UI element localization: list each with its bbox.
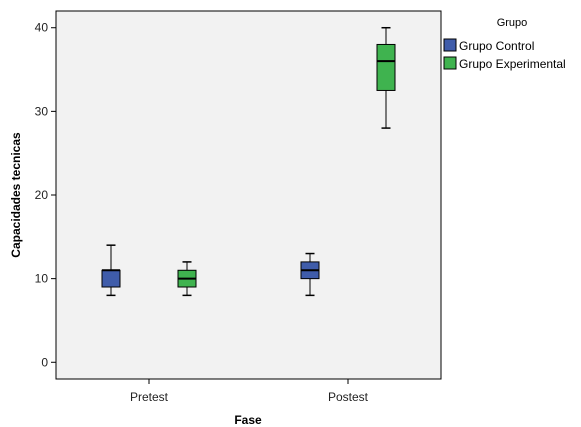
y-axis: 0 10 20 30 40 — [35, 21, 56, 369]
legend-title: Grupo — [497, 17, 528, 29]
legend-swatch-grupo-experimental — [443, 56, 457, 70]
x-tick-label-postest: Postest — [328, 390, 369, 404]
box-grupo-experimental-postest — [376, 26, 396, 129]
x-axis-title: Fase — [234, 413, 262, 427]
y-tick-label-40: 40 — [35, 21, 49, 35]
x-tick-label-pretest: Pretest — [130, 390, 169, 404]
box-grupo-control-postest — [300, 252, 320, 297]
box-rect-grupo-experimental-postest — [376, 43, 396, 91]
y-tick-label-0: 0 — [41, 355, 48, 369]
box-rect-grupo-control-pretest — [101, 269, 121, 288]
legend-swatch-grupo-control — [443, 38, 457, 52]
legend-label-grupo-experimental: Grupo Experimental — [459, 57, 566, 71]
legend: Grupo Grupo Control Grupo Experimental — [443, 17, 566, 71]
y-tick-label-30: 30 — [35, 104, 49, 118]
boxes-layer — [101, 26, 396, 297]
y-tick-label-10: 10 — [35, 272, 49, 286]
x-axis: Pretest Postest — [130, 379, 369, 404]
y-tick-label-20: 20 — [35, 188, 49, 202]
box-grupo-control-pretest — [101, 244, 121, 297]
legend-label-grupo-control: Grupo Control — [459, 39, 534, 53]
legend-items: Grupo Control Grupo Experimental — [443, 38, 566, 71]
box-grupo-experimental-pretest — [177, 261, 197, 297]
y-axis-title: Capacidades tecnicas — [9, 132, 23, 258]
